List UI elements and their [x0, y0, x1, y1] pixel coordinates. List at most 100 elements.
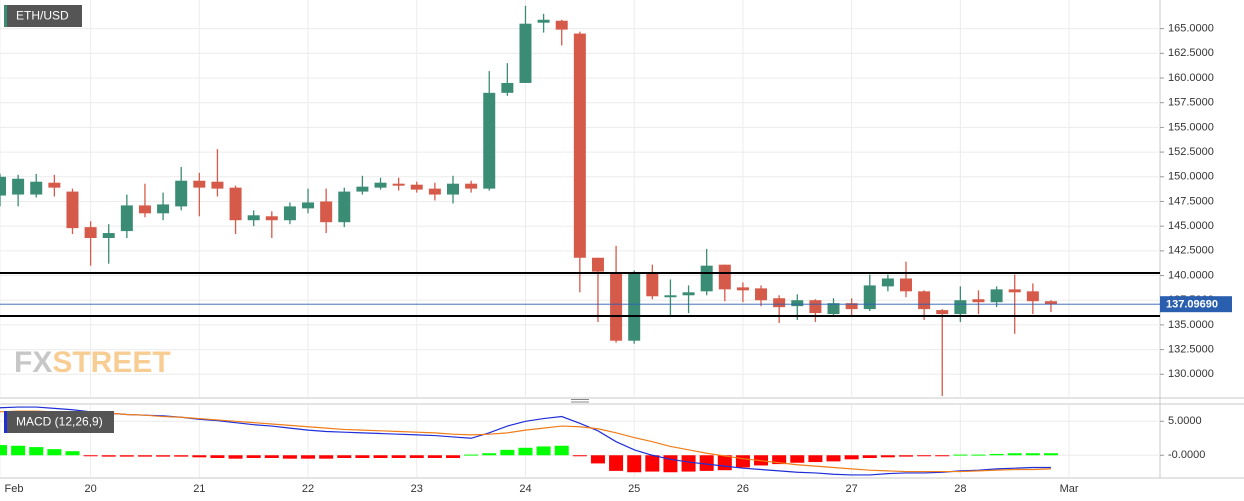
labels: Feb 20 21 22 23 24 25 26 27 28 Mar 130.0000 132.5000…: [5, 23, 1232, 495]
histogram-bar: [101, 455, 116, 457]
y-tick-label: -0.0000: [1168, 449, 1205, 461]
y-tick-label: 132.5000: [1168, 344, 1214, 356]
candle-body: [501, 82, 514, 93]
y-tick-label: 130.0000: [1168, 368, 1214, 380]
histogram-bar: [464, 454, 479, 456]
candle-body: [66, 191, 79, 229]
chart-title: ETH/USD: [16, 9, 69, 23]
watermark-part: FX: [14, 346, 52, 379]
histogram-bar: [917, 455, 932, 457]
candle-body: [120, 205, 133, 232]
title-box: ETH/USD: [4, 5, 82, 27]
histogram-bar: [337, 455, 352, 458]
histogram-bar: [11, 445, 26, 456]
title-accent: [4, 5, 7, 27]
histogram-bar: [228, 455, 243, 459]
histogram-bar: [29, 447, 44, 456]
candle-body: [537, 19, 550, 23]
candle-body: [1044, 301, 1057, 305]
histogram-bar: [1007, 453, 1022, 456]
candle-body: [138, 205, 151, 214]
histogram-bar: [301, 455, 316, 459]
y-tick-label: 162.5000: [1168, 47, 1214, 59]
histogram-bar: [536, 446, 551, 456]
candle-body: [845, 303, 858, 310]
x-tick-label: 22: [302, 483, 314, 495]
histogram-bar: [1043, 453, 1058, 456]
candle-body: [102, 233, 115, 239]
candle-body: [229, 187, 242, 221]
histogram-bar: [0, 445, 7, 456]
candle-body: [12, 178, 25, 195]
candle-body: [918, 291, 931, 310]
histogram-bar: [645, 455, 660, 472]
histogram-bar: [627, 455, 642, 473]
y-tick-label: 165.0000: [1168, 23, 1214, 35]
candle-body: [863, 285, 876, 310]
x-tick-label: Mar: [1060, 483, 1079, 495]
candle-body: [700, 265, 713, 292]
candle-body: [809, 300, 822, 314]
resize-handle[interactable]: [571, 399, 589, 403]
marks: [0, 5, 1160, 476]
candle-body: [519, 23, 532, 83]
x-tick-label: 27: [846, 483, 858, 495]
candle-body: [283, 206, 296, 221]
candle-body: [0, 176, 6, 196]
candle-body: [1008, 289, 1021, 293]
candle-body: [374, 182, 387, 188]
y-tick-label: 140.0000: [1168, 269, 1214, 281]
histogram-bar: [47, 449, 62, 456]
candle-body: [573, 33, 586, 258]
candle-body: [356, 186, 369, 192]
y-tick-label: 150.0000: [1168, 171, 1214, 183]
histogram-bar: [373, 455, 388, 458]
candle-body: [410, 184, 423, 190]
candle-body: [84, 227, 97, 239]
candle-body: [646, 273, 659, 297]
histogram-bar: [899, 455, 913, 457]
histogram-bar: [282, 455, 297, 459]
candle-body: [682, 292, 695, 296]
histogram-bar: [409, 455, 424, 458]
histogram-bar: [717, 455, 732, 471]
candle-body: [628, 272, 641, 341]
histogram-bar: [355, 455, 370, 458]
y-tick-label: 160.0000: [1168, 72, 1214, 84]
candle-body: [1026, 291, 1039, 302]
histogram-bar: [427, 455, 442, 458]
current-price-label: 137.09690: [1166, 299, 1218, 311]
y-tick-label: 155.0000: [1168, 121, 1214, 133]
x-tick-label: 25: [628, 483, 640, 495]
y-tick-label: 152.5000: [1168, 146, 1214, 158]
candle-body: [736, 287, 749, 291]
histogram-bar: [246, 455, 261, 458]
y-tick-label: 142.5000: [1168, 245, 1214, 257]
macd-title-box: MACD (12,26,9): [4, 411, 114, 433]
y-tick-label: 145.0000: [1168, 220, 1214, 232]
watermark-text: FXSTREET: [14, 346, 171, 379]
histogram-bar: [554, 445, 569, 456]
candle-body: [211, 181, 224, 189]
macd-line: [0, 410, 1051, 473]
candle-body: [157, 204, 170, 214]
candle-body: [465, 183, 478, 189]
histogram-bar: [953, 454, 968, 456]
histogram-bar: [989, 453, 1004, 456]
candle-body: [827, 303, 840, 315]
histogram-bar: [971, 454, 986, 456]
watermark-part: STREET: [52, 346, 170, 379]
candle-body: [265, 216, 278, 221]
x-tick-label: 24: [519, 483, 531, 495]
candle-body: [791, 300, 804, 307]
histogram-bar: [83, 455, 98, 457]
histogram-bar: [826, 455, 841, 462]
x-tick-label: 26: [737, 483, 749, 495]
candle-body: [30, 181, 43, 195]
candle-body: [755, 288, 768, 301]
candle-body: [773, 298, 786, 308]
candle-body: [320, 201, 333, 223]
title-bg: [4, 5, 82, 27]
histogram-bar: [880, 455, 895, 458]
